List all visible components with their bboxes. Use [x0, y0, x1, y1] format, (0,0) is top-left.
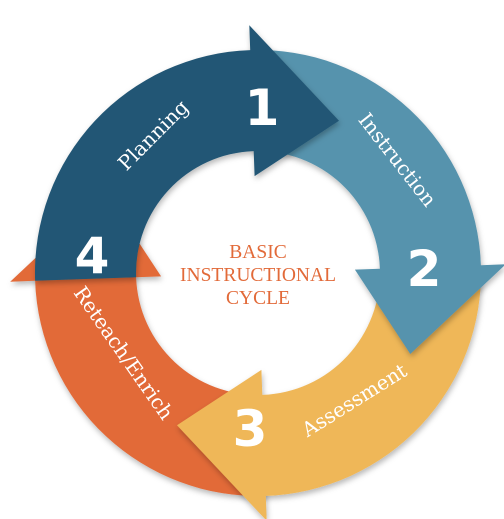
center-title-line-2: INSTRUCTIONAL: [180, 265, 336, 286]
segment-number-3: 3: [233, 400, 268, 458]
center-title: BASIC INSTRUCTIONAL CYCLE: [180, 242, 336, 309]
segment-number-4: 4: [75, 227, 110, 285]
center-title-line-1: BASIC: [229, 242, 286, 263]
segment-arrow-planning: [34, 25, 340, 281]
segment-number-1: 1: [245, 79, 280, 137]
center-title-line-3: CYCLE: [226, 288, 290, 309]
cycle-segments: [10, 25, 504, 519]
segment-number-2: 2: [407, 240, 442, 298]
